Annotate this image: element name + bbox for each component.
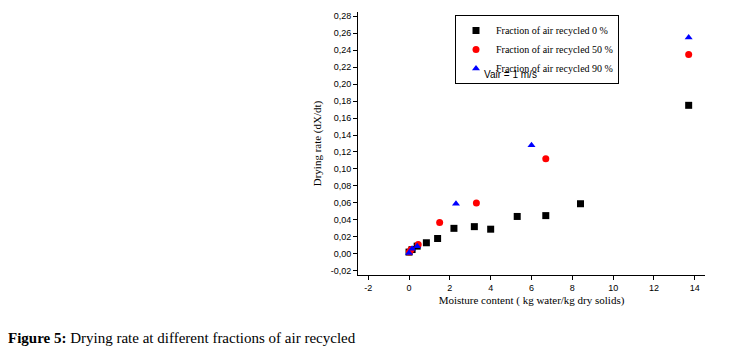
svg-text:Vair = 1 m/s: Vair = 1 m/s [484,69,537,80]
svg-text:0,04: 0,04 [334,215,352,225]
svg-text:4: 4 [488,283,493,293]
svg-text:0,18: 0,18 [334,96,352,106]
svg-text:Drying rate (dX/dt): Drying rate (dX/dt) [311,100,324,186]
svg-text:0,14: 0,14 [334,130,352,140]
svg-text:0,02: 0,02 [334,232,352,242]
svg-text:0,10: 0,10 [334,164,352,174]
svg-text:8: 8 [570,283,575,293]
svg-text:Moisture content ( kg water/kg: Moisture content ( kg water/kg dry solid… [439,294,625,307]
svg-text:6: 6 [529,283,534,293]
svg-text:Fraction of air recycled 0 %: Fraction of air recycled 0 % [496,25,608,36]
svg-text:12: 12 [649,283,659,293]
svg-text:0,12: 0,12 [334,147,352,157]
svg-text:0,20: 0,20 [334,79,352,89]
svg-text:0,22: 0,22 [334,62,352,72]
svg-text:0,16: 0,16 [334,113,352,123]
svg-text:Fraction of air recycled 90 %: Fraction of air recycled 90 % [496,63,613,74]
svg-text:0: 0 [407,283,412,293]
svg-text:0,24: 0,24 [334,45,352,55]
svg-text:0,06: 0,06 [334,198,352,208]
svg-text:0,08: 0,08 [334,181,352,191]
svg-text:0,28: 0,28 [334,11,352,21]
svg-text:0,26: 0,26 [334,28,352,38]
svg-text:Fraction of air recycled 50 %: Fraction of air recycled 50 % [496,44,613,55]
html-text:Figure 5: Drying rate at diffe: Figure 5: Drying rate at different fract… [8,330,356,346]
svg-text:2: 2 [447,283,452,293]
svg-text:-2: -2 [364,283,372,293]
svg-text:-0,02: -0,02 [331,266,352,276]
svg-text:14: 14 [690,283,700,293]
svg-text:0,00: 0,00 [334,249,352,259]
svg-text:10: 10 [608,283,618,293]
